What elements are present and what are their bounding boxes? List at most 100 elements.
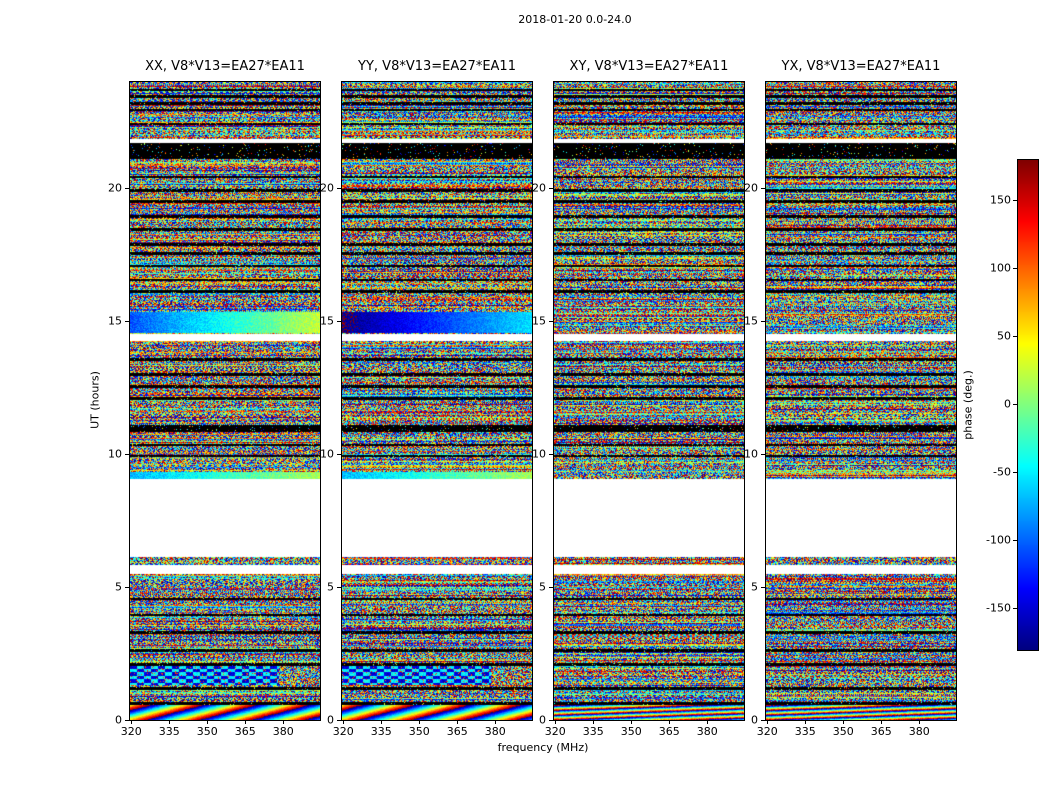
x-tick-mark [555,720,557,724]
x-tick-mark [419,720,421,724]
colorbar-tick-mark [1013,335,1017,337]
colorbar-tick-label: 150 [990,193,1011,207]
y-tick-label: 15 [744,314,758,328]
x-tick-label: 380 [272,725,294,738]
y-tick-label: 5 [327,580,334,594]
colorbar-tick-mark [1013,267,1017,269]
y-tick-mark [761,587,765,589]
y-tick-mark [125,587,129,589]
y-tick-mark [761,454,765,456]
y-tick-label: 5 [751,580,758,594]
y-tick-mark [549,720,553,721]
y-tick-mark [549,587,553,589]
panel-title-xy: XY, V8*V13=EA27*EA11 [569,59,729,74]
x-tick-mark [767,720,769,724]
x-tick-mark [919,720,921,724]
x-tick-label: 335 [794,725,816,738]
x-tick-mark [381,720,383,724]
x-tick-label: 320 [756,725,778,738]
x-tick-label: 380 [908,725,930,738]
y-tick-mark [125,188,129,190]
heatmap-panel-yx [765,81,957,721]
colorbar-tick-mark [1013,608,1017,610]
x-tick-mark [283,720,285,724]
y-tick-mark [761,720,765,721]
x-tick-mark [669,720,671,724]
heatmap-canvas-xx [130,82,320,720]
y-tick-label: 0 [327,713,334,727]
x-tick-label: 335 [158,725,180,738]
x-tick-label: 335 [582,725,604,738]
colorbar-tick-mark [1013,540,1017,542]
y-tick-mark [337,454,341,456]
y-tick-mark [761,188,765,190]
y-tick-mark [761,321,765,323]
x-tick-mark [343,720,345,724]
figure-title: 2018-01-20 0.0-24.0 [518,13,632,26]
y-tick-label: 10 [744,447,758,461]
x-tick-mark [881,720,883,724]
y-tick-mark [549,454,553,456]
heatmap-panel-xx [129,81,321,721]
x-tick-mark [169,720,171,724]
y-tick-label: 20 [744,181,758,195]
heatmap-canvas-yx [766,82,956,720]
colorbar-tick-label: 100 [990,261,1011,275]
heatmap-canvas-xy [554,82,744,720]
x-tick-mark [593,720,595,724]
colorbar-tick-mark [1013,199,1017,201]
x-tick-mark [843,720,845,724]
y-tick-mark [549,188,553,190]
colorbar-tick-label: -150 [986,601,1011,615]
x-tick-mark [707,720,709,724]
x-tick-label: 320 [332,725,354,738]
y-axis-label: UT (hours) [88,371,102,429]
y-tick-label: 0 [751,713,758,727]
y-tick-label: 5 [115,580,122,594]
y-tick-mark [337,188,341,190]
panel-title-yx: YX, V8*V13=EA27*EA11 [781,59,941,74]
y-tick-label: 20 [532,181,546,195]
y-tick-mark [125,321,129,323]
heatmap-panel-yy [341,81,533,721]
colorbar-tick-label: 0 [1004,397,1011,411]
y-tick-label: 10 [532,447,546,461]
x-tick-label: 350 [196,725,218,738]
x-tick-mark [457,720,459,724]
y-tick-label: 5 [539,580,546,594]
x-tick-label: 365 [446,725,468,738]
colorbar-canvas [1018,160,1038,650]
x-tick-label: 380 [696,725,718,738]
x-tick-mark [631,720,633,724]
x-tick-mark [207,720,209,724]
colorbar-tick-label: 50 [997,329,1011,343]
panel-title-yy: YY, V8*V13=EA27*EA11 [358,59,516,74]
x-tick-label: 350 [832,725,854,738]
y-tick-label: 0 [539,713,546,727]
x-tick-label: 320 [544,725,566,738]
y-tick-label: 15 [532,314,546,328]
x-tick-label: 365 [234,725,256,738]
y-tick-label: 15 [320,314,334,328]
y-tick-mark [125,720,129,721]
x-tick-mark [805,720,807,724]
x-tick-label: 365 [870,725,892,738]
x-tick-label: 335 [370,725,392,738]
x-tick-label: 350 [620,725,642,738]
heatmap-panel-xy [553,81,745,721]
x-tick-mark [495,720,497,724]
y-tick-label: 20 [320,181,334,195]
y-tick-label: 10 [320,447,334,461]
x-axis-label: frequency (MHz) [497,741,589,754]
x-tick-mark [245,720,247,724]
y-tick-mark [125,454,129,456]
colorbar-tick-mark [1013,472,1017,474]
colorbar-tick-mark [1013,404,1017,405]
y-tick-label: 0 [115,713,122,727]
x-tick-label: 320 [120,725,142,738]
y-tick-label: 20 [108,181,122,195]
colorbar [1017,159,1039,651]
heatmap-canvas-yy [342,82,532,720]
x-tick-label: 365 [658,725,680,738]
